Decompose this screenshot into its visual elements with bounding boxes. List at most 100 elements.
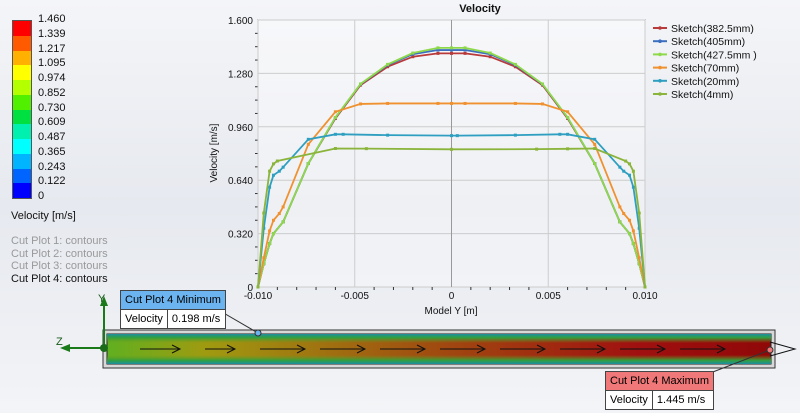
color-bar-tick: 0.974 bbox=[38, 72, 66, 84]
color-bar-segment bbox=[13, 80, 31, 95]
y-tick-label: 1.600 bbox=[228, 16, 253, 27]
data-point bbox=[637, 262, 641, 266]
min-callout-value: 0.198 m/s bbox=[171, 313, 221, 325]
data-point bbox=[513, 62, 517, 66]
legend-quantity: Velocity [m/s] bbox=[11, 210, 76, 222]
data-point bbox=[333, 115, 337, 119]
data-point bbox=[618, 220, 622, 224]
data-point bbox=[593, 137, 597, 141]
y-tick-label: 0.960 bbox=[228, 123, 253, 134]
data-point bbox=[436, 46, 440, 50]
data-point bbox=[277, 169, 281, 173]
color-bar-tick: 1.217 bbox=[38, 42, 66, 55]
data-point bbox=[488, 55, 492, 59]
max-callout[interactable]: Cut Plot 4 Maximum Velocity 1.445 m/s bbox=[605, 371, 715, 410]
data-point bbox=[450, 147, 453, 151]
data-point bbox=[535, 147, 539, 151]
data-point bbox=[566, 110, 570, 114]
legend-marker bbox=[658, 65, 662, 70]
data-point bbox=[306, 142, 310, 146]
data-point bbox=[631, 229, 635, 233]
data-point bbox=[463, 46, 467, 50]
legend-entry: Sketch(4mm) bbox=[671, 89, 733, 101]
color-bar-tick: 0.852 bbox=[38, 86, 66, 99]
data-point bbox=[306, 137, 310, 141]
triad-y-label: Y bbox=[98, 293, 106, 305]
legend-marker bbox=[658, 79, 662, 83]
color-bar-segment bbox=[13, 183, 31, 198]
y-tick-label: 0 bbox=[247, 283, 253, 294]
data-point bbox=[566, 115, 570, 119]
data-point bbox=[262, 226, 266, 230]
data-point bbox=[637, 256, 641, 260]
data-point bbox=[593, 162, 597, 166]
legend-entry: Sketch(20mm) bbox=[671, 76, 739, 88]
legend-entry: Sketch(70mm) bbox=[671, 63, 739, 75]
color-bar-segment bbox=[13, 153, 31, 169]
cut-plot-item[interactable]: Cut Plot 1: contours bbox=[11, 235, 108, 247]
velocity-chart: 0 0.320 0.640 0.960 1.280 1.600 -0.010 -0.005 0 0… bbox=[209, 3, 757, 317]
min-callout[interactable]: Cut Plot 4 Minimum Velocity 0.198 m/s bbox=[120, 290, 226, 329]
data-point bbox=[463, 51, 467, 55]
data-point bbox=[513, 101, 517, 105]
data-point bbox=[306, 162, 310, 166]
data-point bbox=[281, 205, 285, 209]
color-bar-tick: 0.243 bbox=[38, 160, 66, 173]
data-point bbox=[622, 169, 626, 173]
color-bar-tick: 0.609 bbox=[38, 116, 66, 129]
data-point bbox=[450, 51, 453, 55]
data-point bbox=[628, 162, 632, 166]
color-bar-tick: 0.365 bbox=[38, 145, 66, 158]
x-axis-label: Model Y [m] bbox=[425, 306, 478, 317]
cut-plot-item[interactable]: Cut Plot 3: contours bbox=[11, 260, 108, 272]
color-bar-tick: 0.122 bbox=[38, 175, 66, 188]
data-point bbox=[268, 242, 272, 246]
data-point bbox=[593, 146, 597, 150]
data-point bbox=[436, 48, 440, 52]
cut-plot-item[interactable]: Cut Plot 2: contours bbox=[11, 247, 108, 260]
legend-marker bbox=[658, 92, 662, 96]
data-point bbox=[359, 102, 363, 106]
data-point bbox=[566, 132, 570, 136]
data-point bbox=[436, 101, 440, 105]
data-point bbox=[463, 101, 467, 105]
data-point bbox=[341, 132, 345, 136]
data-point bbox=[333, 110, 337, 114]
data-point bbox=[281, 220, 285, 224]
color-bar-segment bbox=[13, 168, 31, 184]
data-point bbox=[450, 46, 453, 50]
data-point bbox=[281, 165, 285, 169]
data-point bbox=[386, 101, 390, 105]
max-callout-title: Cut Plot 4 Maximum bbox=[606, 372, 714, 391]
color-bar bbox=[12, 20, 32, 199]
data-point bbox=[333, 146, 337, 150]
series-line bbox=[257, 133, 646, 288]
data-point bbox=[271, 162, 275, 166]
legend-marker bbox=[658, 52, 662, 57]
data-point bbox=[631, 169, 635, 173]
chart-title: Velocity bbox=[459, 3, 501, 15]
color-bar-segment bbox=[13, 109, 31, 125]
data-point bbox=[364, 147, 368, 151]
data-point bbox=[540, 102, 544, 106]
data-point bbox=[411, 55, 415, 59]
data-point bbox=[268, 169, 272, 173]
data-point bbox=[513, 65, 517, 69]
data-point bbox=[262, 211, 266, 215]
data-point bbox=[643, 285, 647, 289]
triad-z-label: Z bbox=[56, 336, 63, 348]
data-point bbox=[268, 229, 272, 233]
color-bar-tick: 0 bbox=[38, 190, 45, 202]
max-marker[interactable] bbox=[766, 346, 774, 354]
data-point bbox=[566, 147, 570, 151]
data-point bbox=[411, 51, 415, 55]
color-bar-segment bbox=[13, 65, 31, 80]
cut-plot-item[interactable]: Cut Plot 4: contours bbox=[11, 272, 108, 285]
data-point bbox=[436, 51, 440, 55]
min-callout-param: Velocity bbox=[121, 310, 168, 328]
x-tick-label: 0.005 bbox=[536, 291, 561, 302]
color-bar-segment bbox=[13, 21, 31, 36]
min-marker[interactable] bbox=[254, 329, 262, 337]
data-point bbox=[593, 142, 597, 146]
data-point bbox=[622, 212, 626, 216]
